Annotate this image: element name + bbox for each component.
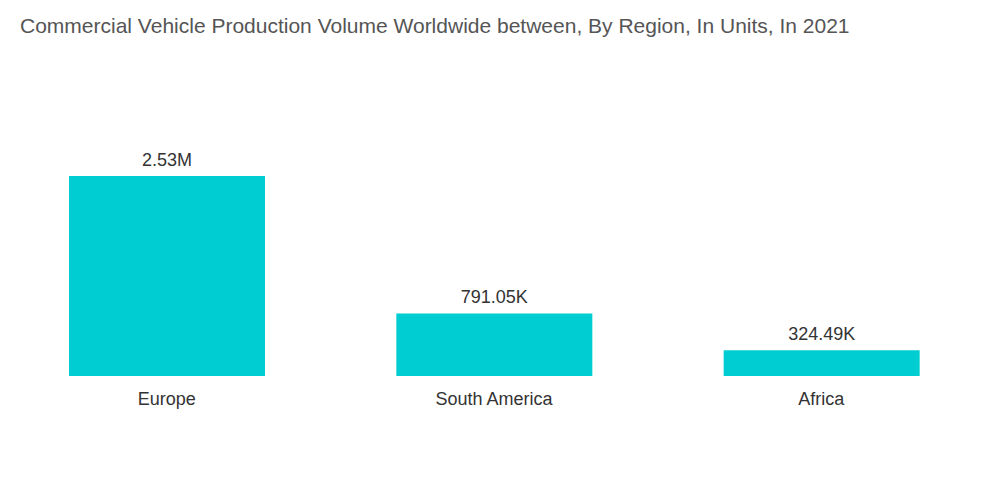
svg-text:791.05K: 791.05K <box>461 287 528 307</box>
html-text:Commercial Vehicle Production: Commercial Vehicle Production Volume Wor… <box>20 14 850 37</box>
svg-text:324.49K: 324.49K <box>788 324 855 344</box>
svg-text:Africa: Africa <box>798 389 845 409</box>
svg-text:Europe: Europe <box>138 389 196 409</box>
svg-text:2.53M: 2.53M <box>142 150 192 170</box>
svg-text:South America: South America <box>435 389 553 409</box>
